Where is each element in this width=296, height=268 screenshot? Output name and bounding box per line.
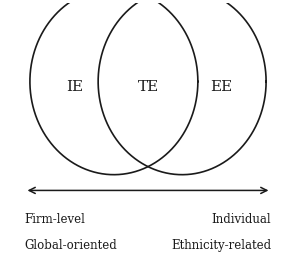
Text: Individual: Individual: [212, 213, 271, 226]
Text: EE: EE: [210, 80, 233, 94]
Text: Global-oriented: Global-oriented: [25, 239, 118, 252]
Text: IE: IE: [66, 80, 83, 94]
Text: Firm-level: Firm-level: [25, 213, 86, 226]
Text: Ethnicity-related: Ethnicity-related: [171, 239, 271, 252]
Text: TE: TE: [137, 80, 159, 94]
